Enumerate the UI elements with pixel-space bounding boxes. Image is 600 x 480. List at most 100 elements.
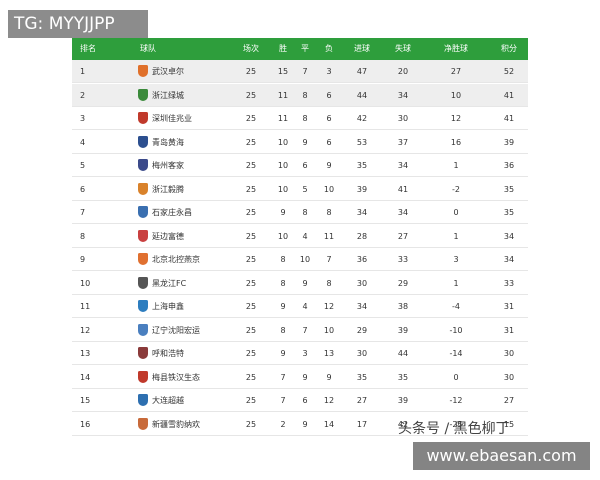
table-cell: 4: [302, 231, 308, 241]
table-cell: 4: [302, 302, 308, 311]
table-cell: -10: [449, 325, 463, 335]
team-name: 武汉卓尔: [152, 67, 184, 76]
table-cell: 10: [323, 184, 335, 194]
table-cell: 25: [245, 114, 257, 123]
table-cell: 6: [326, 114, 332, 123]
table-cell: 6: [80, 184, 86, 194]
column-header: 平: [301, 44, 309, 53]
table-cell: 27: [397, 231, 409, 241]
team-logo: [138, 417, 148, 430]
table-row: 13 呼和浩特 25 9 3 13 30 44 -14 30: [72, 342, 528, 365]
table-cell: 5: [302, 184, 308, 194]
table-cell: 25: [245, 349, 257, 358]
table-cell: 35: [503, 184, 515, 194]
table-cell: 16: [80, 419, 91, 429]
column-header: 胜: [279, 44, 287, 53]
table-cell: 31: [503, 325, 515, 335]
table-cell: 38: [397, 302, 409, 311]
table-cell: 8: [326, 278, 332, 288]
table-cell: 37: [397, 137, 409, 147]
table-cell: 9: [302, 419, 308, 429]
table-cell: 20: [397, 67, 409, 76]
table-cell: 25: [245, 419, 257, 429]
table-cell: 14: [80, 372, 91, 382]
table-cell: 6: [302, 161, 308, 170]
table-cell: 44: [397, 349, 409, 358]
table-cell: 30: [356, 278, 368, 288]
team-logo: [138, 182, 148, 195]
table-cell: 8: [302, 208, 308, 217]
table-cell: 47: [356, 67, 368, 76]
table-cell: 2: [80, 90, 86, 100]
table-cell: 11: [277, 114, 289, 123]
table-cell: 34: [397, 90, 409, 100]
team-logo: [138, 253, 148, 265]
table-cell: 1: [80, 67, 86, 76]
table-cell: 6: [302, 396, 308, 405]
table-cell: 25: [245, 208, 257, 217]
table-cell: 7: [302, 67, 308, 76]
table-header: 排名 球队 场次 胜 平 负 进球 失球 净胜球 积分: [72, 38, 528, 60]
column-header: 场次: [243, 44, 259, 53]
table-cell: 7: [80, 208, 86, 217]
table-row: 7 石家庄永昌 25 9 8 8 34 34 0 35: [72, 201, 528, 224]
team-logo: [138, 347, 148, 359]
table-cell: 34: [503, 231, 515, 241]
table-cell: 9: [80, 255, 86, 264]
table-cell: 13: [323, 349, 335, 358]
table-cell: 9: [326, 161, 332, 170]
table-cell: 34: [356, 302, 368, 311]
table-cell: 39: [397, 396, 409, 405]
table-cell: 42: [397, 419, 409, 429]
table-cell: 25: [245, 184, 257, 194]
table-cell: 2: [280, 419, 286, 429]
team-logo: [138, 135, 148, 148]
column-header: 排名: [80, 44, 96, 53]
table-cell: 1: [453, 161, 459, 170]
table-cell: 27: [450, 67, 462, 76]
column-header: 负: [325, 44, 333, 53]
table-cell: 8: [326, 208, 332, 217]
table-cell: 6: [326, 137, 332, 147]
team-logo: [138, 323, 148, 336]
table-cell: 36: [503, 161, 515, 170]
table-cell: 10: [277, 161, 289, 170]
column-header: 进球: [354, 44, 370, 53]
table-cell: 5: [80, 161, 86, 170]
table-cell: -25: [449, 419, 463, 429]
team-logo: [138, 276, 148, 289]
table-row: 16 新疆雪豹纳欢 25 2 9 14 17 42 -25 15: [72, 412, 528, 436]
table-cell: 10: [277, 137, 289, 147]
table-cell: 8: [302, 114, 308, 123]
team-name: 新疆雪豹纳欢: [152, 419, 200, 429]
team-logo: [138, 394, 148, 406]
table-cell: 30: [397, 114, 409, 123]
table-row: 14 梅县铁汉生态 25 7 9 9 35 35 0 30: [72, 365, 528, 389]
table-cell: 10: [277, 184, 289, 194]
table-cell: 0: [453, 372, 459, 382]
table-row: 3 深圳佳兆业 25 11 8 6 42 30 12 41: [72, 107, 528, 130]
table-cell: 1: [453, 231, 459, 241]
table-cell: 35: [356, 161, 368, 170]
table-cell: 8: [80, 231, 86, 241]
team-logo: [138, 300, 148, 312]
team-name: 上海申鑫: [152, 302, 184, 311]
table-row: 15 大连超越 25 7 6 12 27 39 -12 27: [72, 389, 528, 412]
table-cell: 12: [323, 302, 335, 311]
team-name: 青岛黄海: [152, 137, 184, 147]
table-cell: 25: [245, 372, 257, 382]
table-cell: 9: [280, 302, 286, 311]
table-row: 2 浙江绿城 25 11 8 6 44 34 10 41: [72, 83, 528, 107]
table-cell: 25: [245, 231, 257, 241]
table-cell: 9: [302, 372, 308, 382]
watermark-author: 头条号 / 黑色柳丁: [398, 421, 510, 437]
table-cell: 14: [323, 419, 335, 429]
table-cell: 30: [503, 349, 515, 358]
table-cell: 35: [397, 372, 409, 382]
table-cell: 16: [450, 137, 462, 147]
team-name: 黑龙江FC: [152, 278, 187, 288]
table-cell: 9: [280, 349, 286, 358]
table-cell: 25: [245, 278, 257, 288]
team-name: 大连超越: [152, 396, 184, 405]
